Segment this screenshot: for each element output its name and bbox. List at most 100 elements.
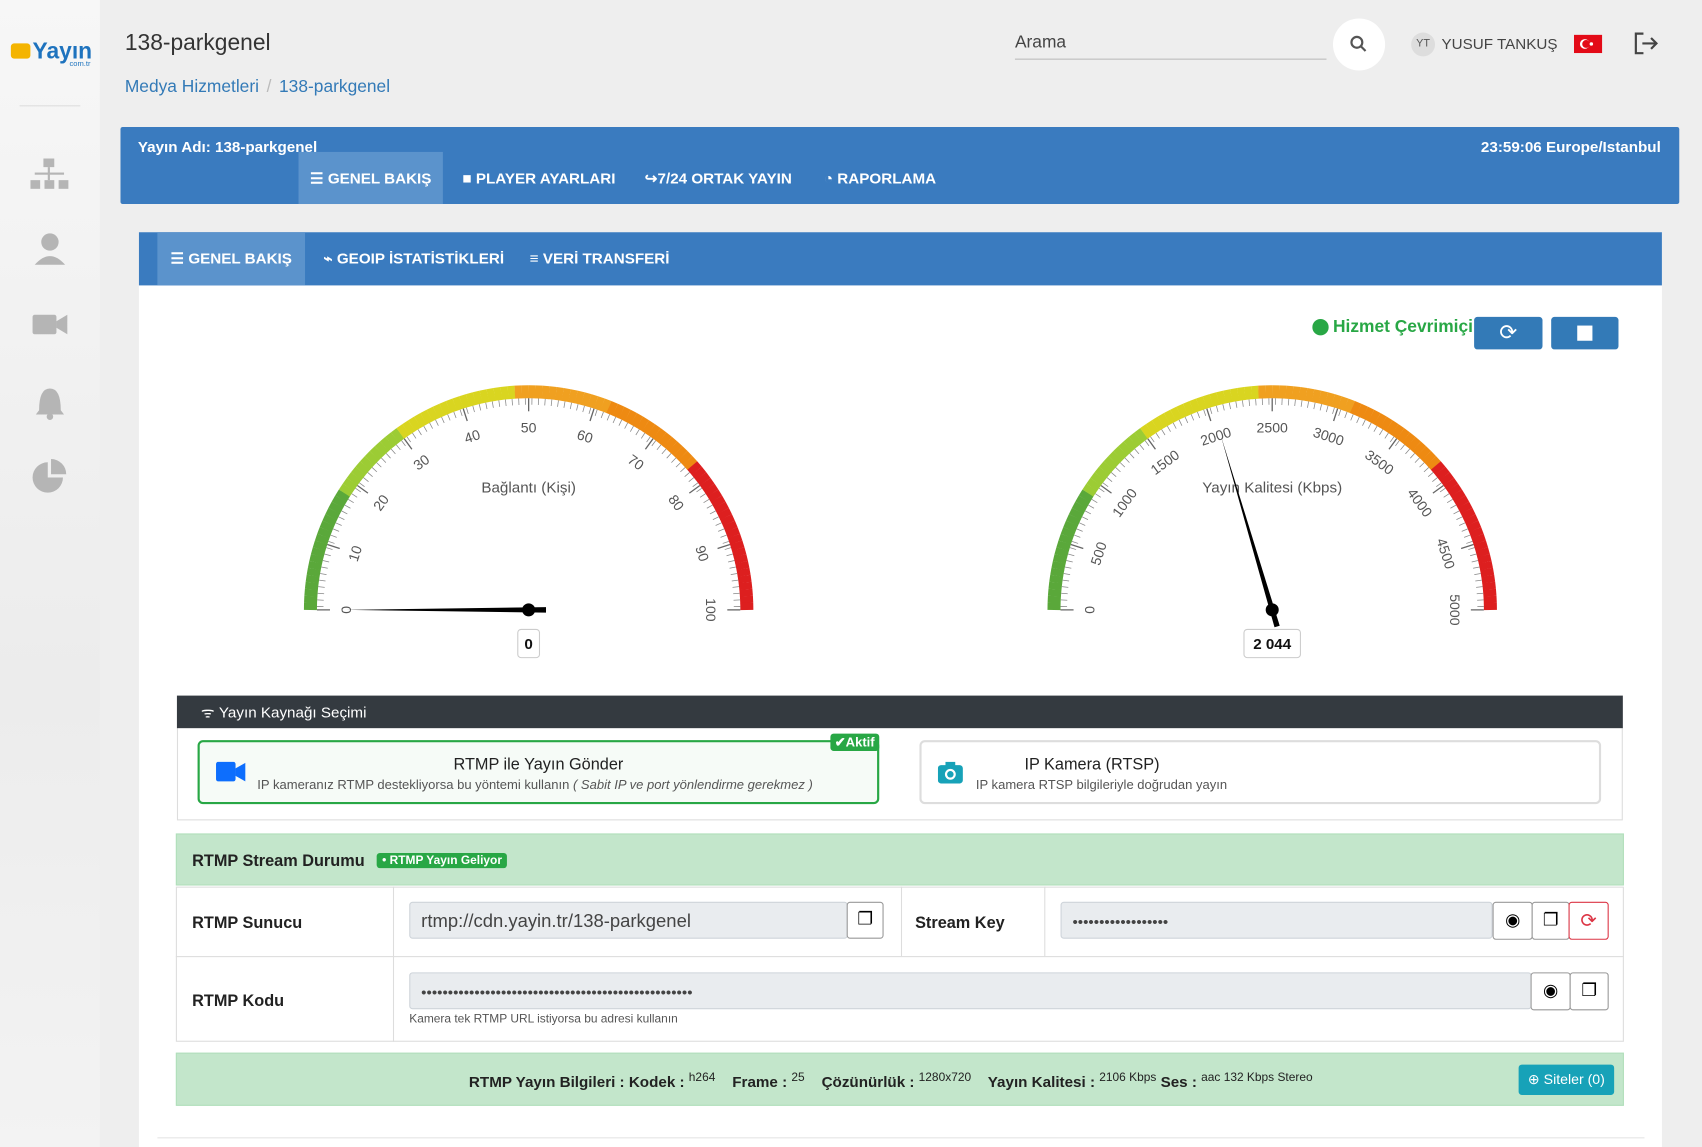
breadcrumb-current[interactable]: 138-parkgenel [279,78,391,97]
gauge-band [673,446,688,461]
gauge-minor-tick [1459,522,1466,526]
gauge-minor-tick [733,592,740,595]
code-input[interactable]: ••••••••••••••••••••••••••••••••••••••••… [409,972,1532,1010]
gauge-minor-tick [1064,566,1072,569]
gauge-tick [1388,438,1398,450]
user-name[interactable]: YUSUF TANKUŞ [1441,34,1558,53]
main-tab[interactable]: ◔ RAPORLAMA [823,169,937,187]
gauge-minor-tick [709,510,716,515]
gauge-minor-tick [550,399,553,407]
gauge-band [1065,514,1081,527]
info-bar [175,1052,1624,1106]
gauge-band [1285,385,1294,400]
gauge-value: 2 044 [1253,636,1292,653]
gauge-band [1454,495,1470,509]
show-button[interactable]: ◉ [1492,901,1533,940]
gauge-band [1050,567,1065,577]
gauge-minor-tick [1476,586,1483,588]
sites-button[interactable]: ⊕ Siteler (0) [1518,1064,1615,1095]
copy-button[interactable]: ❐ [1531,901,1570,940]
gauge-band [1391,424,1405,439]
gauge-band [452,396,464,411]
gauge-minor-tick [1067,553,1075,557]
copy-button[interactable]: ❐ [846,901,884,939]
stop-button[interactable] [1551,316,1619,350]
nav-icons[interactable] [30,158,69,505]
gauge-band [1123,436,1138,452]
gauge-band [1223,389,1233,404]
avatar[interactable]: YT [1411,32,1436,57]
gauge-band [699,477,715,492]
gauge-minor-tick [1379,429,1384,436]
gauge-band [738,581,753,591]
search-input[interactable]: Arama [1014,34,1327,60]
gauge-minor-tick [347,498,354,504]
gauge-tick-label: 500 [1087,540,1110,567]
breadcrumb-link[interactable]: Medya Hizmetleri [124,78,259,97]
gauge-band [668,441,683,456]
gauge-minor-tick [447,414,451,421]
show-button[interactable]: ◉ [1530,972,1571,1011]
rtmp-status-title: RTMP Stream Durumu [192,851,365,871]
gauge-minor-tick [1400,444,1405,451]
gauge-minor-tick [441,416,445,424]
gauge-minor-tick [1395,440,1400,447]
source-option-active[interactable] [197,740,880,805]
sub-tab[interactable]: ☰ GENEL BAKIŞ [157,232,306,286]
refresh-button[interactable]: ⟳ [1474,316,1543,350]
gauge-band [385,432,400,447]
main-tab[interactable]: ☰ GENEL BAKIŞ [298,151,443,205]
gauge-band [663,436,678,452]
gauge-tick [1432,484,1444,494]
sub-tab[interactable]: ⌁ GEOIP İSTATİSTİKLERİ [323,249,505,267]
gauge-tick-label: 40 [462,426,482,446]
gauge-band [322,514,338,527]
main-tab[interactable]: ■ PLAYER AYARLARI [462,169,616,187]
regenerate-button[interactable]: ⟳ [1568,901,1609,940]
gauge-minor-tick [618,419,623,426]
gauge-minor-tick [390,448,396,455]
gauge-minor-tick [715,522,722,526]
search-icon [1350,35,1364,49]
gauge-minor-tick [1091,498,1098,504]
search-button[interactable] [1331,16,1390,75]
flag[interactable] [1573,34,1603,54]
gauge-tick [357,484,369,494]
gauge-band [1056,540,1071,552]
gauge-minor-tick [1178,419,1183,426]
gauge-band [472,390,483,405]
gauge-band [420,409,433,425]
field-label: Stream Key [915,913,1005,933]
gauge-pivot [522,603,536,617]
server-input[interactable]: rtmp://cdn.yayin.tr/138-parkgenel [409,901,848,939]
gauge-minor-tick [699,493,706,498]
gauge-minor-tick [1325,405,1329,413]
key-input[interactable]: •••••••••••••••••• [1060,901,1493,939]
gauge-band [695,472,711,486]
gauge-band [1086,477,1102,492]
gauge-band [1463,514,1479,527]
gauge-minor-tick [729,566,736,569]
gauge-minor-tick [330,534,337,538]
gauge-minor-tick [582,405,585,413]
gauge-band [1343,398,1355,414]
gauge-band [1337,396,1349,411]
tab-label: GENEL BAKIŞ [327,169,432,187]
rtmp-status-row [175,833,1624,886]
tab-label: 7/24 ORTAK YAYIN [657,169,792,187]
main-tab[interactable]: ↪7/24 ORTAK YAYIN [644,169,792,187]
gauge-tick-label: 3000 [1311,424,1346,449]
gauge-band [1163,409,1177,425]
gauge-band [1051,560,1066,571]
gauge-tick-label: 0 [338,606,354,614]
gauge-minor-tick [1456,516,1463,520]
copy-button[interactable]: ❐ [1569,972,1609,1011]
gauge-minor-tick [1332,407,1335,414]
sub-tab[interactable]: ≡ VERİ TRANSFERİ [529,249,670,267]
gauge-minor-tick [1446,498,1453,504]
source-option[interactable] [919,740,1602,805]
gauge-band [1305,387,1315,403]
logout-icon[interactable] [1634,31,1660,55]
gauge-band [1450,489,1466,503]
